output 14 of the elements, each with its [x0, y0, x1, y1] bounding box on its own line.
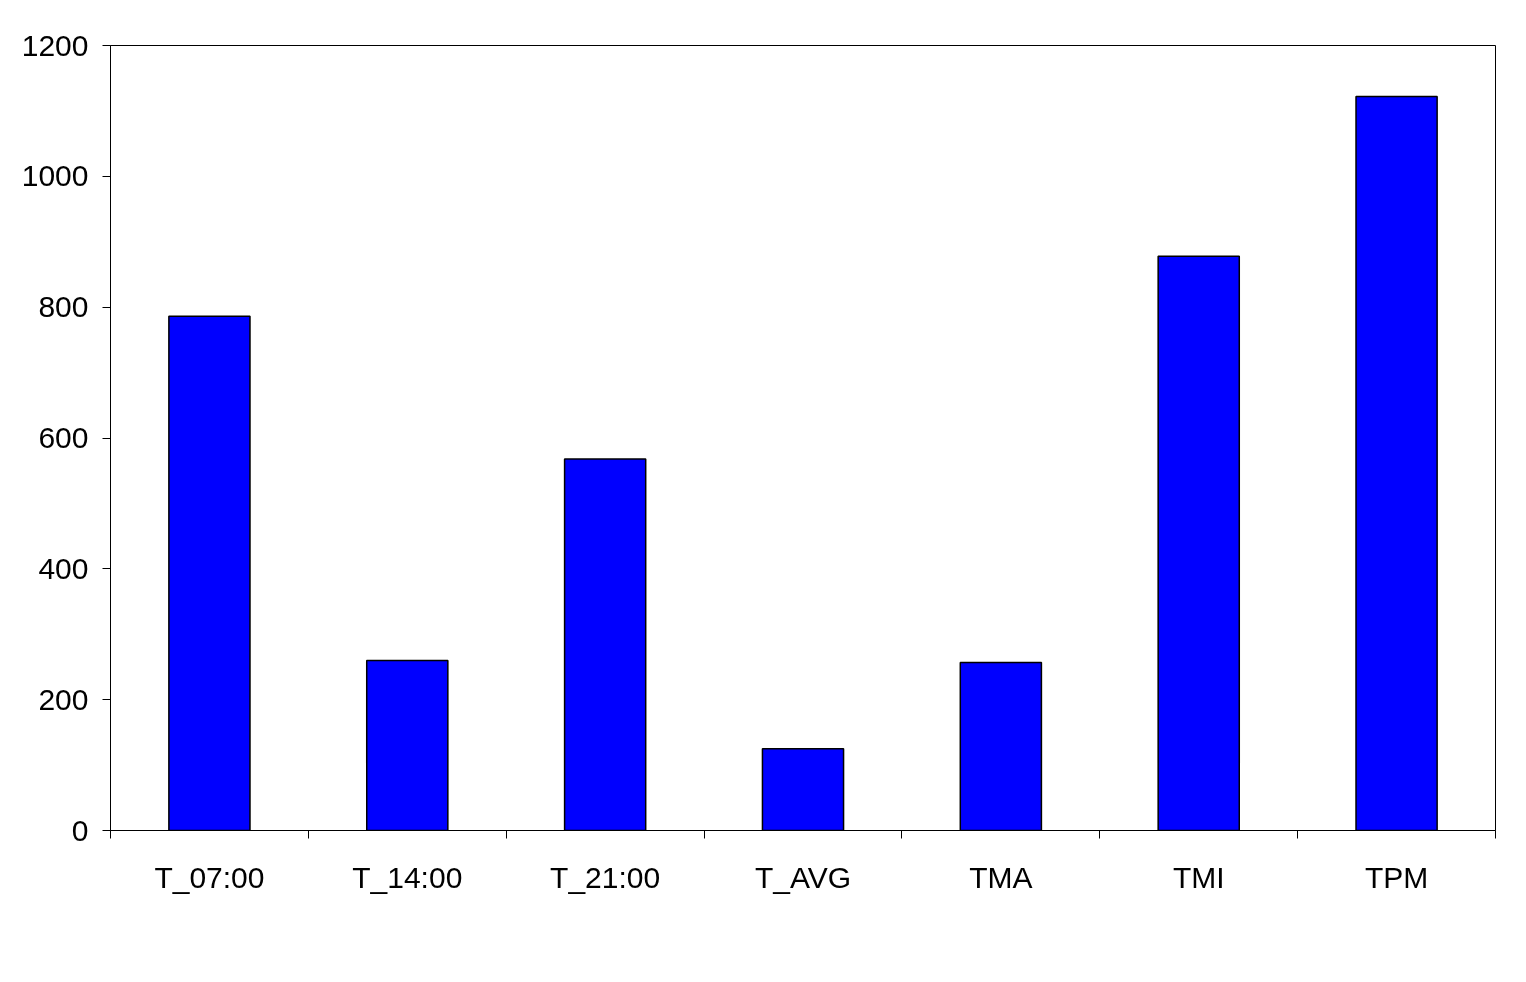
y-tick-label: 600 [38, 421, 89, 454]
y-tick-label: 400 [38, 551, 89, 585]
y-tick-label: 1200 [21, 28, 89, 62]
x-tick-label: T_AVG [754, 860, 852, 894]
y-tick-label: 800 [38, 290, 89, 324]
y-tick-label: 1000 [21, 159, 89, 193]
x-tick-label: T_14:00 [352, 860, 463, 894]
y-tick-label: 200 [38, 682, 89, 716]
y-tick-label: 0 [71, 813, 89, 847]
x-tick-label: T_07:00 [154, 860, 265, 894]
x-tick-label: TMA [969, 860, 1033, 894]
x-tick-label: T_21:00 [550, 860, 661, 894]
x-tick-label: TPM [1364, 860, 1429, 894]
x-tick-label: TMI [1172, 860, 1225, 894]
